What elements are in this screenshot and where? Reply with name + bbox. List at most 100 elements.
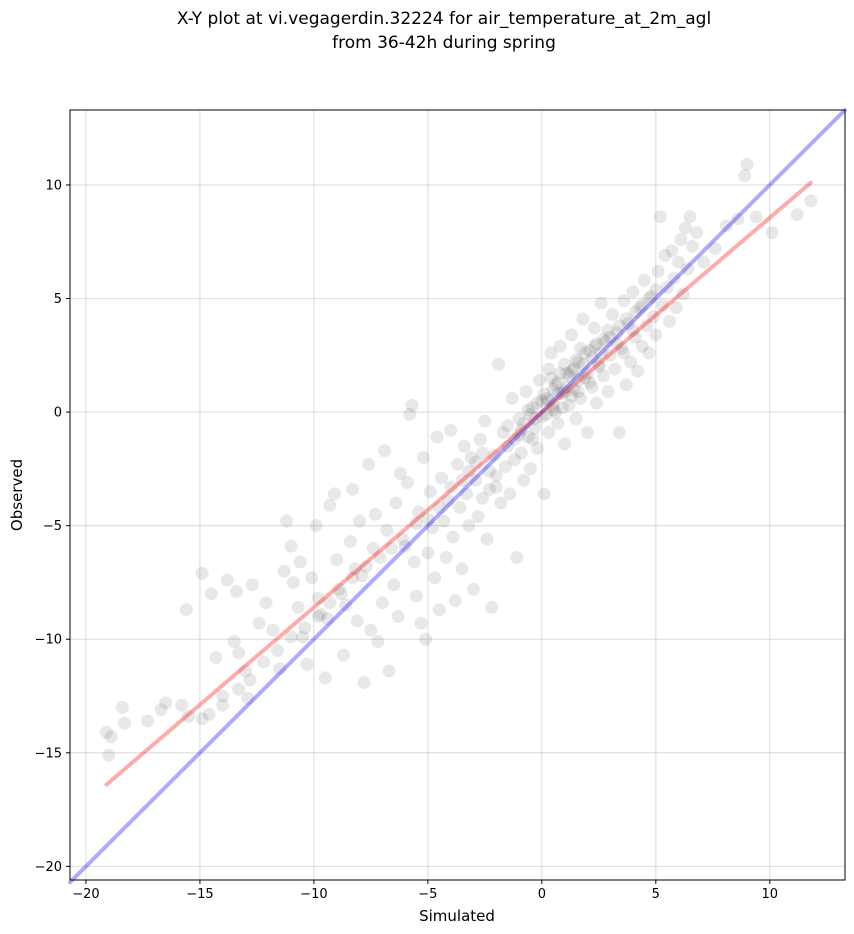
data-point-75 <box>414 616 428 630</box>
data-point-69 <box>400 476 414 490</box>
data-point-215 <box>585 351 599 365</box>
data-point-89 <box>446 530 460 544</box>
data-point-165 <box>619 378 633 392</box>
data-point-84 <box>435 471 449 485</box>
data-point-19 <box>227 635 241 649</box>
data-point-209 <box>562 369 576 383</box>
data-point-87 <box>441 494 455 508</box>
data-point-42 <box>323 498 337 512</box>
data-point-23 <box>245 578 259 592</box>
data-point-4 <box>118 716 132 730</box>
data-point-175 <box>642 346 656 360</box>
data-point-85 <box>437 514 451 528</box>
data-point-125 <box>528 421 542 435</box>
data-point-57 <box>366 541 380 555</box>
y-tick-label-3: −5 <box>43 519 62 534</box>
chart-title: X-Y plot at vi.vegagerdin.32224 for air_… <box>177 9 711 29</box>
data-point-251 <box>635 298 649 312</box>
data-point-261 <box>444 480 458 494</box>
data-point-232 <box>574 341 588 355</box>
data-point-52 <box>352 514 366 528</box>
data-point-210 <box>567 362 581 376</box>
data-point-159 <box>606 307 619 321</box>
data-point-216 <box>542 394 556 408</box>
data-point-64 <box>387 578 401 592</box>
x-tick-label-4: 0 <box>538 887 546 902</box>
data-point-92 <box>453 500 467 514</box>
data-point-17 <box>220 573 234 587</box>
data-point-197 <box>708 242 722 256</box>
data-point-249 <box>619 312 633 326</box>
data-point-179 <box>651 264 665 278</box>
data-point-260 <box>482 482 496 496</box>
data-point-254 <box>617 346 631 360</box>
data-point-241 <box>539 407 553 421</box>
data-point-142 <box>567 382 581 396</box>
data-point-202 <box>749 210 763 224</box>
data-point-116 <box>507 453 521 467</box>
data-point-164 <box>617 294 631 308</box>
data-point-242 <box>546 398 560 412</box>
data-point-230 <box>553 366 567 380</box>
data-point-46 <box>337 648 351 662</box>
x-tick-label-2: −10 <box>300 887 327 902</box>
data-point-228 <box>537 387 551 401</box>
data-point-95 <box>460 487 474 501</box>
data-point-152 <box>590 396 604 410</box>
data-point-225 <box>596 332 610 346</box>
data-point-102 <box>476 491 490 505</box>
data-point-224 <box>592 360 606 374</box>
x-axis-label: Simulated <box>419 907 495 925</box>
data-point-41 <box>321 612 335 626</box>
data-point-114 <box>503 487 517 501</box>
data-point-193 <box>683 210 697 224</box>
data-point-53 <box>355 569 369 583</box>
x-tick-label-0: −20 <box>72 887 99 902</box>
data-point-153 <box>592 357 606 371</box>
data-point-195 <box>690 226 704 240</box>
data-point-213 <box>576 357 590 371</box>
data-point-182 <box>658 248 672 262</box>
data-point-10 <box>179 603 193 617</box>
data-point-186 <box>667 271 681 285</box>
data-point-129 <box>537 487 551 501</box>
data-point-163 <box>615 341 629 355</box>
y-axis-ticks: −20 −15 −10 −5 0 5 10 <box>35 178 70 875</box>
data-point-63 <box>382 664 396 678</box>
data-point-61 <box>378 444 392 458</box>
data-point-108 <box>489 480 503 494</box>
data-point-25 <box>259 596 273 610</box>
data-point-67 <box>394 466 408 480</box>
data-point-37 <box>309 519 323 533</box>
data-point-150 <box>585 380 599 394</box>
data-point-8 <box>175 698 189 712</box>
data-point-2 <box>102 748 116 762</box>
data-point-250 <box>628 305 642 319</box>
data-point-188 <box>672 255 686 269</box>
data-point-113 <box>501 439 515 453</box>
data-point-106 <box>485 600 499 614</box>
data-point-244 <box>564 364 578 378</box>
x-tick-label-1: −15 <box>186 887 213 902</box>
data-point-65 <box>389 496 403 510</box>
data-point-82 <box>430 430 444 444</box>
data-point-77 <box>419 632 433 646</box>
data-point-229 <box>544 371 558 385</box>
data-point-97 <box>464 451 478 465</box>
data-point-36 <box>305 571 319 585</box>
data-point-252 <box>642 292 656 306</box>
data-point-18 <box>229 585 243 599</box>
data-point-170 <box>631 364 645 378</box>
data-point-248 <box>612 319 626 333</box>
data-point-21 <box>239 664 253 678</box>
plot-frame <box>69 109 846 881</box>
data-point-49 <box>346 482 360 496</box>
data-point-177 <box>647 310 661 324</box>
y-tick-label-1: −15 <box>35 746 62 761</box>
data-point-148 <box>580 426 594 440</box>
data-point-281 <box>501 419 515 433</box>
data-point-217 <box>549 405 563 419</box>
data-point-200 <box>738 169 752 183</box>
data-point-103 <box>478 414 492 428</box>
data-point-93 <box>455 562 469 576</box>
